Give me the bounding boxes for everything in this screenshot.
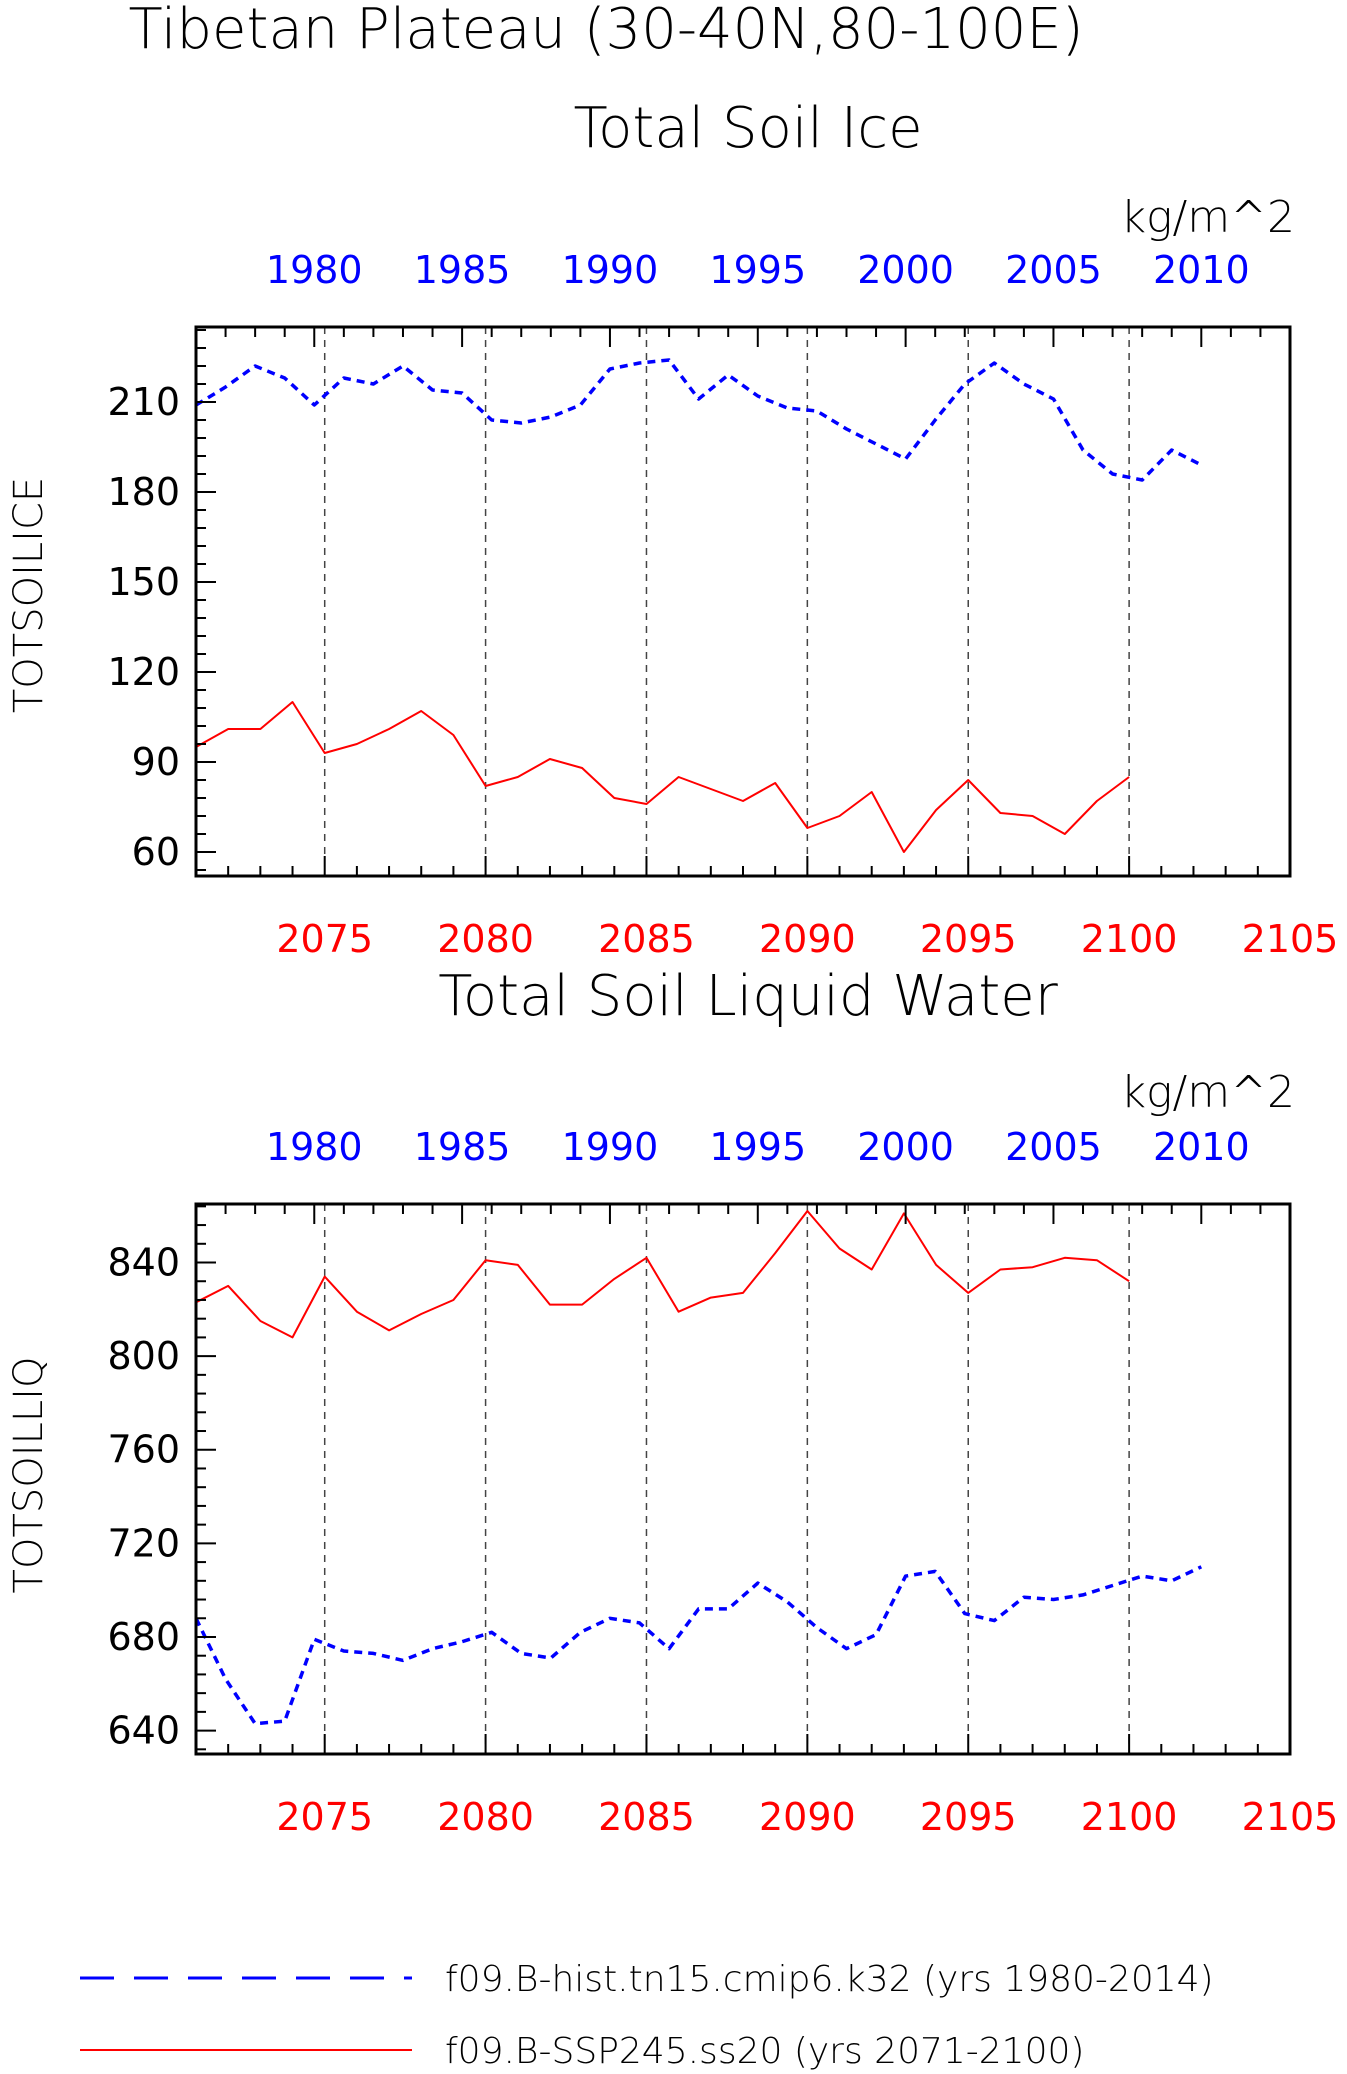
x-tick-label-top: 1980 (266, 248, 363, 292)
y-tick-label: 90 (132, 740, 180, 784)
y-tick-label: 640 (107, 1709, 180, 1753)
x-tick-label-bottom: 2100 (1081, 917, 1178, 961)
soil-liquid-water-panel: Total Soil Liquid Water kg/m^2 TOTSOILLI… (6, 964, 1338, 1839)
tick-labels: 2075 2080 2085 2090 2095 2100 2105 1980 1985 1990… (107, 248, 1338, 961)
legend-label-ssp: f09.B-SSP245.ss20 (yrs 2071-2100) (445, 2031, 1084, 2072)
units-label: kg/m^2 (1121, 192, 1295, 243)
figure-title: Tibetan Plateau (30-40N,80-100E) (128, 0, 1083, 62)
x-tick-label-top: 1990 (562, 248, 659, 292)
axis-ticks (195, 1204, 1291, 1754)
x-tick-label-bottom: 2095 (920, 917, 1017, 961)
series-line-ssp245 (195, 1210, 1130, 1339)
x-tick-label-top: 1995 (709, 248, 806, 292)
x-tick-label-bottom: 2105 (1242, 917, 1339, 961)
y-tick-label: 800 (107, 1334, 180, 1378)
plot-frame (194, 325, 1292, 878)
x-tick-label-bottom: 2080 (437, 917, 534, 961)
units-label: kg/m^2 (1121, 1067, 1295, 1118)
y-tick-label: 210 (107, 380, 180, 424)
series-line-hist (195, 358, 1203, 482)
y-tick-label: 120 (107, 650, 180, 694)
y-tick-label: 840 (107, 1241, 180, 1285)
x-tick-label-bottom: 2090 (759, 917, 856, 961)
y-axis-label: TOTSOILICE (6, 477, 52, 713)
series-line-ssp245 (195, 701, 1130, 853)
x-tick-label-bottom: 2100 (1081, 1795, 1178, 1839)
axis-ticks (195, 327, 1291, 876)
x-tick-label-top: 2000 (857, 1125, 954, 1169)
soil-ice-panel: Total Soil Ice kg/m^2 TOTSOILICE 2075 208… (6, 96, 1338, 961)
x-tick-label-top: 1995 (709, 1125, 806, 1169)
panel-title: Total Soil Liquid Water (438, 964, 1058, 1029)
y-tick-label: 180 (107, 470, 180, 514)
x-tick-label-top: 2005 (1005, 248, 1102, 292)
x-tick-label-bottom: 2090 (759, 1795, 856, 1839)
y-tick-label: 60 (132, 830, 180, 874)
x-tick-label-bottom: 2105 (1242, 1795, 1339, 1839)
x-tick-label-bottom: 2080 (437, 1795, 534, 1839)
x-tick-label-bottom: 2075 (276, 917, 373, 961)
series-lines (194, 1210, 1203, 1726)
legend-label-hist: f09.B-hist.tn15.cmip6.k32 (yrs 1980-2014… (445, 1959, 1214, 2000)
x-tick-label-top: 1985 (414, 1125, 511, 1169)
tick-labels: 2075 2080 2085 2090 2095 2100 2105 1980 1985 1990… (107, 1125, 1338, 1839)
plot-frame (194, 1202, 1292, 1756)
x-tick-label-top: 1980 (266, 1125, 363, 1169)
grid-lines (323, 327, 1130, 876)
y-tick-label: 150 (107, 560, 180, 604)
x-tick-label-bottom: 2075 (276, 1795, 373, 1839)
x-tick-label-top: 1990 (562, 1125, 659, 1169)
y-tick-label: 720 (107, 1521, 180, 1565)
x-tick-label-bottom: 2085 (598, 917, 695, 961)
y-tick-label: 680 (107, 1615, 180, 1659)
grid-lines (323, 1204, 1130, 1754)
y-tick-label: 760 (107, 1428, 180, 1472)
series-line-hist (194, 1565, 1203, 1726)
panel-title: Total Soil Ice (573, 96, 922, 161)
x-tick-label-top: 2000 (857, 248, 954, 292)
y-axis-label: TOTSOILLIQ (6, 1357, 52, 1594)
x-tick-label-top: 2005 (1005, 1125, 1102, 1169)
x-tick-label-top: 1985 (414, 248, 511, 292)
x-tick-label-top: 2010 (1153, 248, 1250, 292)
legend: f09.B-hist.tn15.cmip6.k32 (yrs 1980-2014… (80, 1959, 1214, 2072)
x-tick-label-bottom: 2095 (920, 1795, 1017, 1839)
series-lines (195, 358, 1203, 853)
x-tick-label-top: 2010 (1153, 1125, 1250, 1169)
x-tick-label-bottom: 2085 (598, 1795, 695, 1839)
